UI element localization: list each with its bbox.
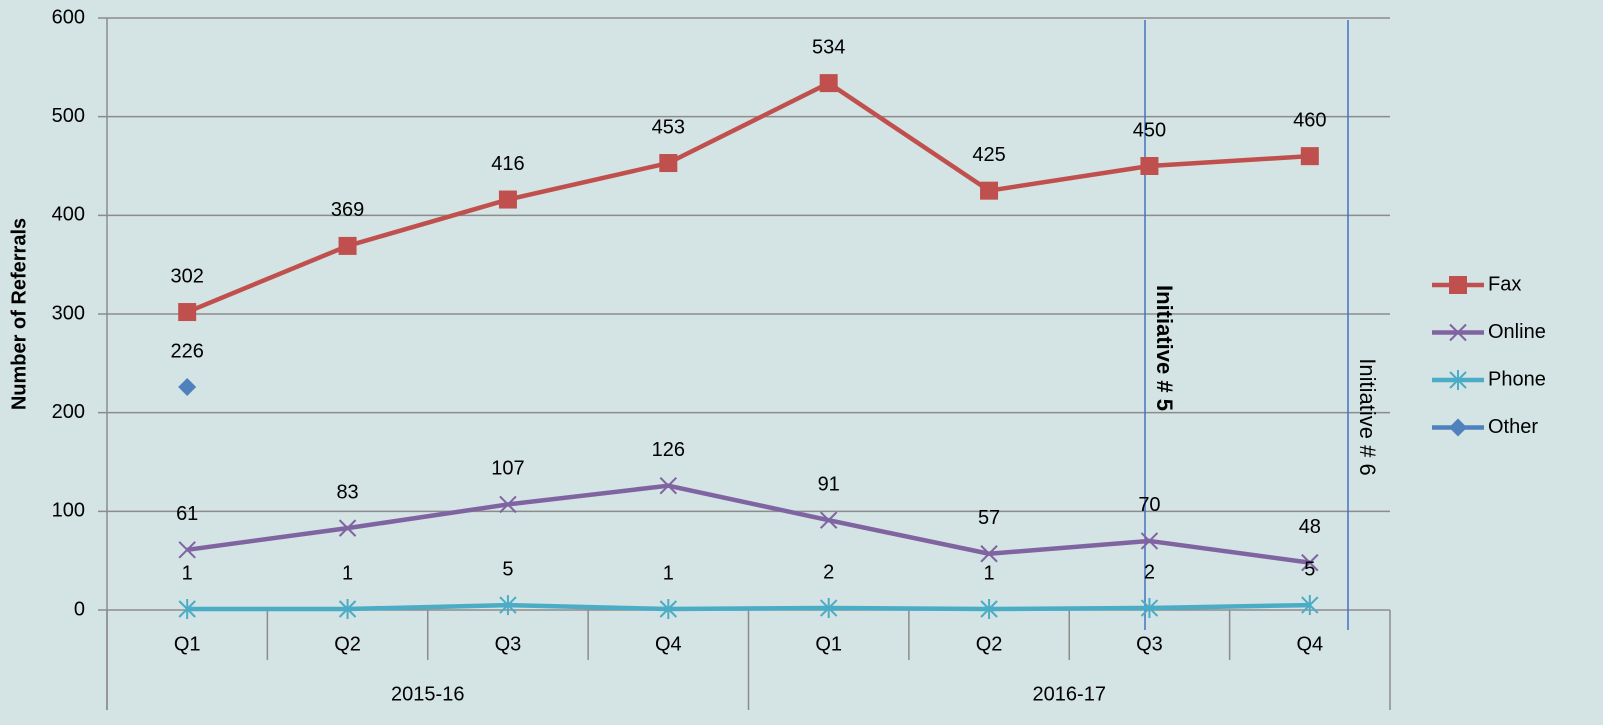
x-tick-label: Q1: [815, 633, 842, 655]
data-label: 416: [491, 153, 524, 175]
data-label: 83: [336, 481, 358, 503]
y-tick-label: 500: [52, 105, 85, 127]
x-tick-label: Q4: [655, 633, 682, 655]
data-label: 460: [1293, 109, 1326, 131]
marker: [819, 74, 838, 93]
marker: [1140, 532, 1159, 550]
x-tick-label: Q2: [976, 633, 1003, 655]
marker: [1140, 157, 1159, 175]
x-tick-label: Q1: [174, 633, 201, 655]
data-label: 453: [652, 116, 685, 138]
series-line: [187, 602, 1310, 612]
marker: [498, 190, 517, 209]
data-label: 450: [1133, 119, 1166, 141]
annotation-text: Initiative # 6: [1355, 358, 1380, 475]
marker: [819, 511, 838, 529]
y-axis-label: Number of Referrals: [8, 218, 30, 410]
data-label: 91: [818, 473, 840, 495]
marker: [659, 599, 678, 620]
data-label: 1: [984, 562, 995, 584]
data-label: 2: [823, 561, 834, 583]
data-label: 70: [1138, 494, 1160, 516]
marker: [178, 541, 196, 559]
series-line: [186, 80, 1310, 315]
x-tick-label: Q3: [1136, 633, 1163, 655]
marker: [659, 476, 678, 495]
marker: [1301, 595, 1319, 616]
marker: [499, 595, 517, 616]
marker: [178, 378, 197, 397]
marker: [1301, 553, 1319, 572]
y-tick-label: 600: [52, 6, 85, 28]
data-label: 5: [1304, 558, 1315, 580]
y-tick-label: 300: [52, 302, 85, 324]
marker: [178, 599, 196, 620]
legend-label: Phone: [1488, 368, 1546, 390]
legend-label: Fax: [1488, 273, 1521, 295]
data-label: 1: [182, 562, 193, 584]
marker: [980, 545, 998, 563]
y-tick-label: 400: [52, 204, 85, 226]
marker: [338, 599, 357, 620]
data-label: 425: [972, 144, 1005, 166]
marker: [659, 154, 678, 173]
data-label: 57: [978, 507, 1000, 529]
marker: [1449, 276, 1467, 294]
x-tick-label: Q2: [334, 633, 361, 655]
x-group-label: 2016-17: [1033, 683, 1106, 705]
x-tick-label: Q3: [495, 633, 522, 655]
data-label: 226: [171, 340, 204, 362]
data-label: 2: [1144, 561, 1155, 583]
data-label: 302: [171, 265, 204, 287]
marker: [1449, 418, 1467, 437]
data-label: 107: [491, 458, 524, 480]
data-label: 126: [652, 439, 685, 461]
y-tick-label: 200: [52, 401, 85, 423]
data-label: 534: [812, 36, 845, 58]
data-label: 1: [663, 562, 674, 584]
y-tick-label: 0: [74, 598, 85, 620]
marker: [178, 303, 197, 322]
marker: [980, 599, 998, 620]
series-line: [186, 483, 1311, 565]
y-tick-label: 100: [52, 500, 85, 522]
marker: [819, 598, 838, 619]
legend-label: Online: [1488, 321, 1546, 343]
annotation-text: Initiative # 5: [1152, 285, 1177, 411]
data-label: 369: [331, 199, 364, 221]
marker: [1140, 598, 1159, 619]
x-group-label: 2015-16: [391, 683, 464, 705]
marker: [980, 181, 999, 200]
marker: [338, 519, 357, 537]
x-tick-label: Q4: [1296, 633, 1323, 655]
data-label: 5: [502, 558, 513, 580]
marker: [338, 236, 357, 255]
data-label: 1: [342, 562, 353, 584]
marker: [499, 495, 517, 514]
marker: [1449, 370, 1467, 390]
marker: [1449, 323, 1467, 342]
legend-label: Other: [1488, 416, 1538, 438]
data-label: 61: [176, 503, 198, 525]
marker: [1300, 147, 1319, 166]
data-label: 48: [1299, 516, 1321, 538]
